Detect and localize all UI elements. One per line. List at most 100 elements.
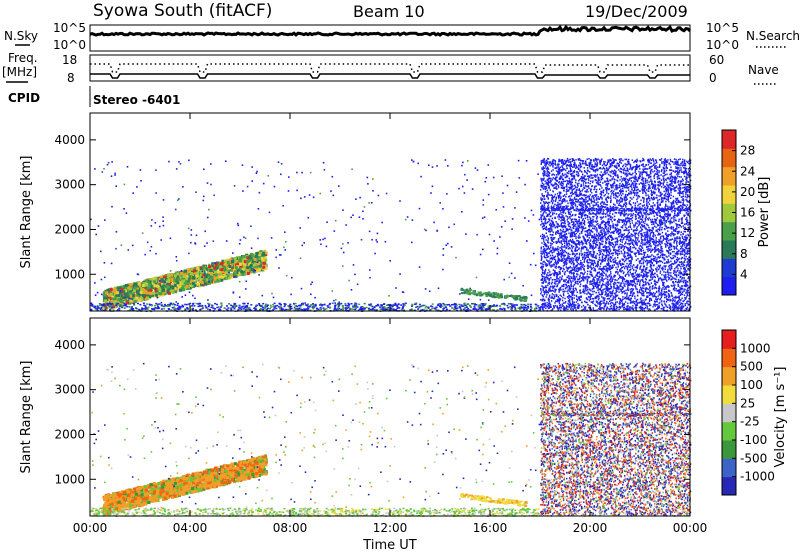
data-point	[474, 303, 476, 305]
data-point	[129, 302, 132, 305]
data-point	[562, 198, 564, 201]
data-point	[672, 199, 675, 202]
data-point	[615, 301, 617, 304]
data-point	[106, 290, 110, 294]
data-point	[341, 305, 344, 307]
data-point	[682, 187, 684, 189]
data-point	[621, 226, 624, 229]
data-point	[652, 232, 655, 234]
data-point	[520, 305, 523, 308]
data-point	[675, 170, 678, 173]
data-point	[144, 308, 147, 311]
data-point	[271, 309, 274, 311]
data-point	[278, 254, 281, 256]
data-point	[623, 260, 626, 263]
data-point	[666, 306, 669, 308]
data-point	[654, 167, 656, 170]
data-point	[548, 172, 551, 175]
data-point	[144, 285, 148, 289]
data-point	[510, 307, 513, 309]
data-point	[146, 286, 150, 290]
data-point	[576, 205, 579, 208]
data-point	[645, 218, 647, 221]
data-point	[137, 302, 139, 305]
data-point	[94, 282, 96, 284]
data-point	[586, 240, 588, 242]
data-point	[484, 308, 487, 310]
data-point	[590, 223, 592, 225]
data-point	[237, 222, 239, 225]
data-point	[481, 217, 484, 219]
data-point	[206, 308, 209, 310]
data-point	[465, 306, 468, 309]
data-point	[605, 223, 607, 226]
data-point	[177, 307, 179, 309]
data-point	[101, 304, 104, 306]
data-point	[214, 269, 218, 273]
data-point	[155, 192, 157, 194]
data-point	[591, 297, 593, 300]
data-point	[539, 308, 542, 310]
data-point	[625, 217, 627, 220]
data-point	[323, 304, 326, 306]
data-point	[654, 221, 656, 224]
data-point	[658, 291, 660, 293]
data-point	[583, 277, 585, 280]
data-point	[138, 308, 141, 311]
data-point	[529, 309, 532, 311]
data-point	[164, 305, 167, 307]
data-point	[602, 205, 605, 208]
data-point	[550, 261, 552, 263]
data-point	[607, 169, 609, 172]
data-point	[521, 304, 524, 306]
data-point	[570, 262, 573, 265]
data-point	[266, 304, 269, 306]
data-point	[209, 280, 213, 284]
data-point	[194, 242, 196, 244]
data-point	[431, 303, 434, 305]
data-point	[559, 246, 561, 249]
data-point	[560, 184, 562, 187]
data-point	[367, 183, 369, 185]
data-point	[618, 308, 620, 311]
data-point	[649, 279, 651, 281]
data-point	[298, 307, 301, 310]
nave-tick-top: 60	[709, 53, 724, 67]
data-point	[688, 244, 690, 246]
data-point	[590, 271, 593, 273]
data-point	[560, 253, 562, 255]
data-point	[684, 288, 686, 291]
data-point	[312, 304, 315, 306]
data-point	[254, 256, 258, 260]
data-point	[471, 303, 474, 305]
data-point	[177, 199, 179, 202]
data-point	[169, 270, 172, 272]
data-point	[115, 302, 119, 306]
data-point	[631, 207, 634, 209]
data-point	[326, 221, 328, 223]
data-point	[512, 295, 516, 298]
data-point	[626, 243, 629, 245]
data-point	[667, 233, 670, 236]
data-point	[603, 201, 605, 204]
data-point	[306, 303, 309, 305]
data-point	[110, 289, 113, 293]
data-point	[228, 271, 230, 274]
data-point	[113, 286, 117, 290]
data-point	[558, 291, 560, 293]
data-point	[553, 241, 555, 244]
data-point	[334, 304, 337, 307]
data-point	[124, 296, 126, 299]
data-point	[498, 305, 501, 307]
data-point	[240, 308, 243, 310]
data-point	[148, 295, 152, 299]
data-point	[685, 181, 687, 183]
data-point	[580, 201, 582, 204]
data-point	[348, 303, 351, 306]
data-point	[649, 248, 651, 250]
data-point	[240, 259, 244, 263]
data-point	[331, 175, 334, 178]
data-point	[116, 287, 120, 291]
data-point	[177, 285, 181, 289]
data-point	[581, 190, 583, 192]
